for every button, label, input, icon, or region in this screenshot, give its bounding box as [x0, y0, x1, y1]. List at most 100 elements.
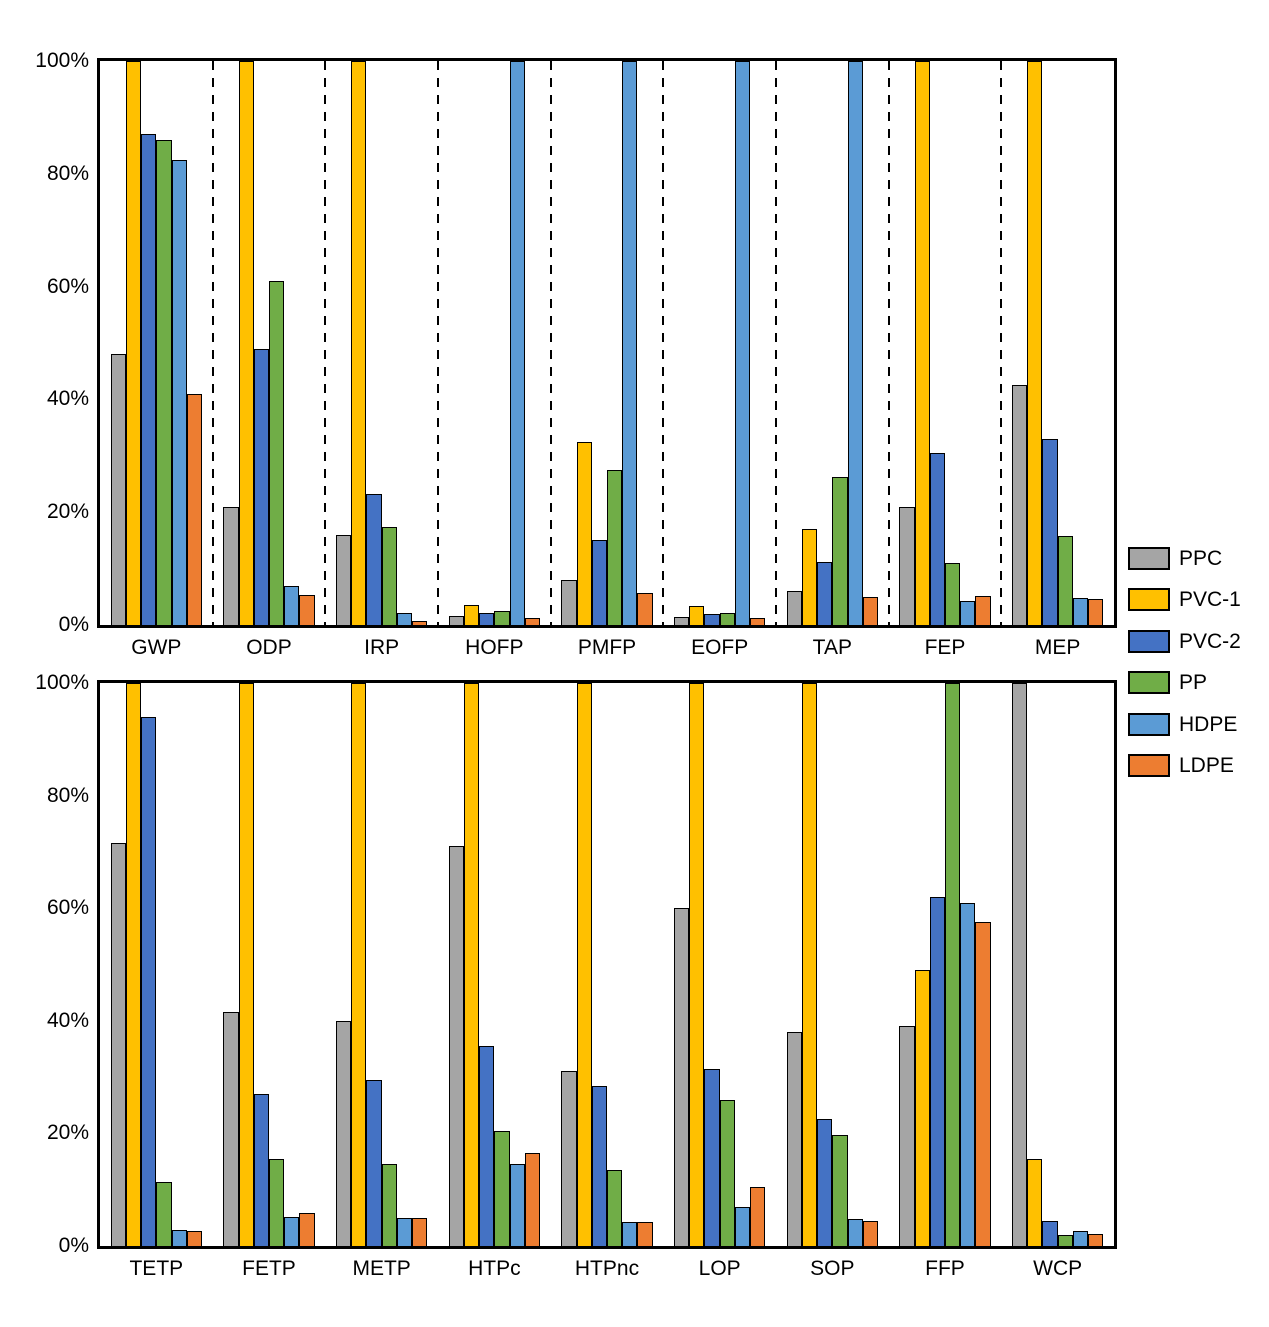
bar-PVC-1-WCP: [1027, 1158, 1043, 1246]
legend: PPC PVC-1 PVC-2 PP HDPE LDPE: [1128, 547, 1268, 779]
bar-PVC-2-HTPnc: [591, 1085, 607, 1246]
bar-PPC-HOFP: [448, 615, 464, 625]
bar-HDPE-HTPnc: [622, 1222, 638, 1246]
bar-PVC-1-EOFP: [689, 606, 705, 625]
plot-area-top: [97, 58, 1117, 628]
group-separator-dashed: [549, 61, 552, 625]
bar-HDPE-FETP: [284, 1216, 300, 1246]
bar-PVC-2-TAP: [817, 562, 833, 625]
legend-item-hdpe: HDPE: [1128, 713, 1268, 737]
bar-PP-SOP: [832, 1134, 848, 1246]
bar-PVC-2-SOP: [817, 1119, 833, 1246]
bar-LDPE-PMFP: [637, 592, 653, 625]
legend-label-pp: PP: [1179, 671, 1208, 694]
group-separator-dashed: [775, 61, 777, 625]
bar-PVC-2-WCP: [1042, 1220, 1058, 1246]
bar-PPC-FEP: [899, 506, 915, 625]
bar-PP-FFP: [945, 683, 961, 1246]
bar-PP-HOFP: [494, 611, 510, 625]
bar-PVC-1-FETP: [238, 683, 254, 1246]
bar-LDPE-SOP: [862, 1221, 878, 1246]
legend-item-pvc1: PVC-1: [1128, 588, 1268, 612]
bar-PVC-1-IRP: [351, 61, 367, 625]
bar-HDPE-HTPc: [509, 1164, 525, 1246]
y-tick-label-top: 20%: [46, 500, 89, 524]
bar-PVC-2-EOFP: [704, 613, 720, 625]
group-separator-dashed: [662, 61, 665, 625]
bar-PP-ODP: [269, 280, 285, 625]
bar-LDPE-WCP: [1088, 1234, 1104, 1246]
bar-PPC-SOP: [786, 1032, 802, 1246]
bar-LDPE-FFP: [975, 922, 991, 1246]
x-category-label-WCP: WCP: [1033, 1257, 1083, 1280]
bar-PP-HTPc: [494, 1130, 510, 1246]
bar-PPC-METP: [336, 1020, 352, 1246]
bar-PVC-2-HTPc: [479, 1046, 495, 1246]
legend-label-hdpe: HDPE: [1179, 713, 1238, 736]
bar-PPC-TAP: [786, 591, 802, 625]
bar-PP-TETP: [156, 1181, 172, 1246]
x-category-label-SOP: SOP: [810, 1257, 855, 1280]
bar-PP-FETP: [269, 1158, 285, 1246]
legend-item-ppc: PPC: [1128, 547, 1268, 571]
legend-label-ldpe: LDPE: [1179, 754, 1234, 777]
bar-LDPE-TETP: [186, 1231, 202, 1246]
legend-swatch-hdpe: [1128, 713, 1170, 736]
bar-PPC-HTPnc: [561, 1071, 577, 1246]
bar-HDPE-HOFP: [509, 61, 525, 625]
bar-PVC-2-ODP: [253, 348, 269, 625]
bar-PVC-2-GWP: [141, 134, 157, 625]
legend-label-pvc2: PVC-2: [1179, 630, 1241, 653]
bar-LDPE-EOFP: [750, 618, 766, 625]
bar-HDPE-EOFP: [734, 61, 751, 625]
bar-PPC-GWP: [110, 354, 126, 625]
y-tick-label-bottom: 100%: [35, 671, 89, 694]
bar-PPC-ODP: [223, 506, 239, 625]
group-separator-dashed: [324, 61, 327, 625]
bar-PPC-MEP: [1012, 385, 1028, 625]
bar-LDPE-HTPc: [524, 1153, 540, 1246]
bar-LDPE-METP: [412, 1217, 428, 1246]
legend-item-pp: PP: [1128, 671, 1268, 695]
bar-PVC-2-MEP: [1042, 438, 1058, 625]
y-tick-label-bottom: 60%: [46, 896, 89, 920]
x-category-label-PMFP: PMFP: [577, 636, 637, 659]
bar-HDPE-FFP: [960, 902, 976, 1246]
y-tick-label-bottom: 0%: [58, 1234, 89, 1257]
y-tick-label-top: 0%: [58, 613, 89, 636]
bar-PP-IRP: [381, 526, 397, 625]
x-category-label-TAP: TAP: [812, 636, 852, 659]
bar-HDPE-WCP: [1072, 1231, 1089, 1246]
legend-swatch-pp: [1128, 671, 1170, 694]
bar-PVC-1-ODP: [238, 61, 254, 625]
legend-item-ldpe: LDPE: [1128, 754, 1268, 778]
bar-PVC-1-GWP: [125, 61, 142, 625]
bar-PVC-2-LOP: [704, 1068, 720, 1246]
bar-HDPE-GWP: [171, 159, 187, 625]
y-tick-label-top: 100%: [35, 49, 89, 72]
bar-PVC-1-FFP: [914, 970, 930, 1246]
bar-PVC-1-FEP: [914, 61, 930, 625]
bar-PVC-1-PMFP: [576, 441, 592, 625]
bar-HDPE-ODP: [284, 585, 300, 625]
bar-PVC-1-MEP: [1027, 61, 1043, 625]
group-separator-dashed: [887, 61, 890, 625]
bar-PP-LOP: [719, 1099, 735, 1246]
bar-PVC-1-SOP: [801, 683, 818, 1246]
bar-PPC-FETP: [223, 1012, 239, 1246]
bar-LDPE-MEP: [1088, 598, 1104, 625]
bar-PPC-LOP: [674, 908, 690, 1246]
bar-HDPE-METP: [396, 1217, 413, 1246]
plot-area-bottom: [97, 680, 1117, 1249]
group-separator-dashed: [437, 61, 439, 625]
bar-PP-FEP: [945, 562, 961, 625]
x-category-label-FEP: FEP: [924, 636, 966, 659]
legend-swatch-pvc2: [1128, 630, 1170, 653]
bar-HDPE-MEP: [1072, 597, 1089, 625]
x-category-label-GWP: GWP: [131, 636, 182, 659]
legend-swatch-ppc: [1128, 547, 1170, 570]
x-category-label-METP: METP: [352, 1257, 411, 1280]
bar-HDPE-TAP: [847, 61, 863, 625]
bar-PVC-2-TETP: [141, 716, 157, 1246]
